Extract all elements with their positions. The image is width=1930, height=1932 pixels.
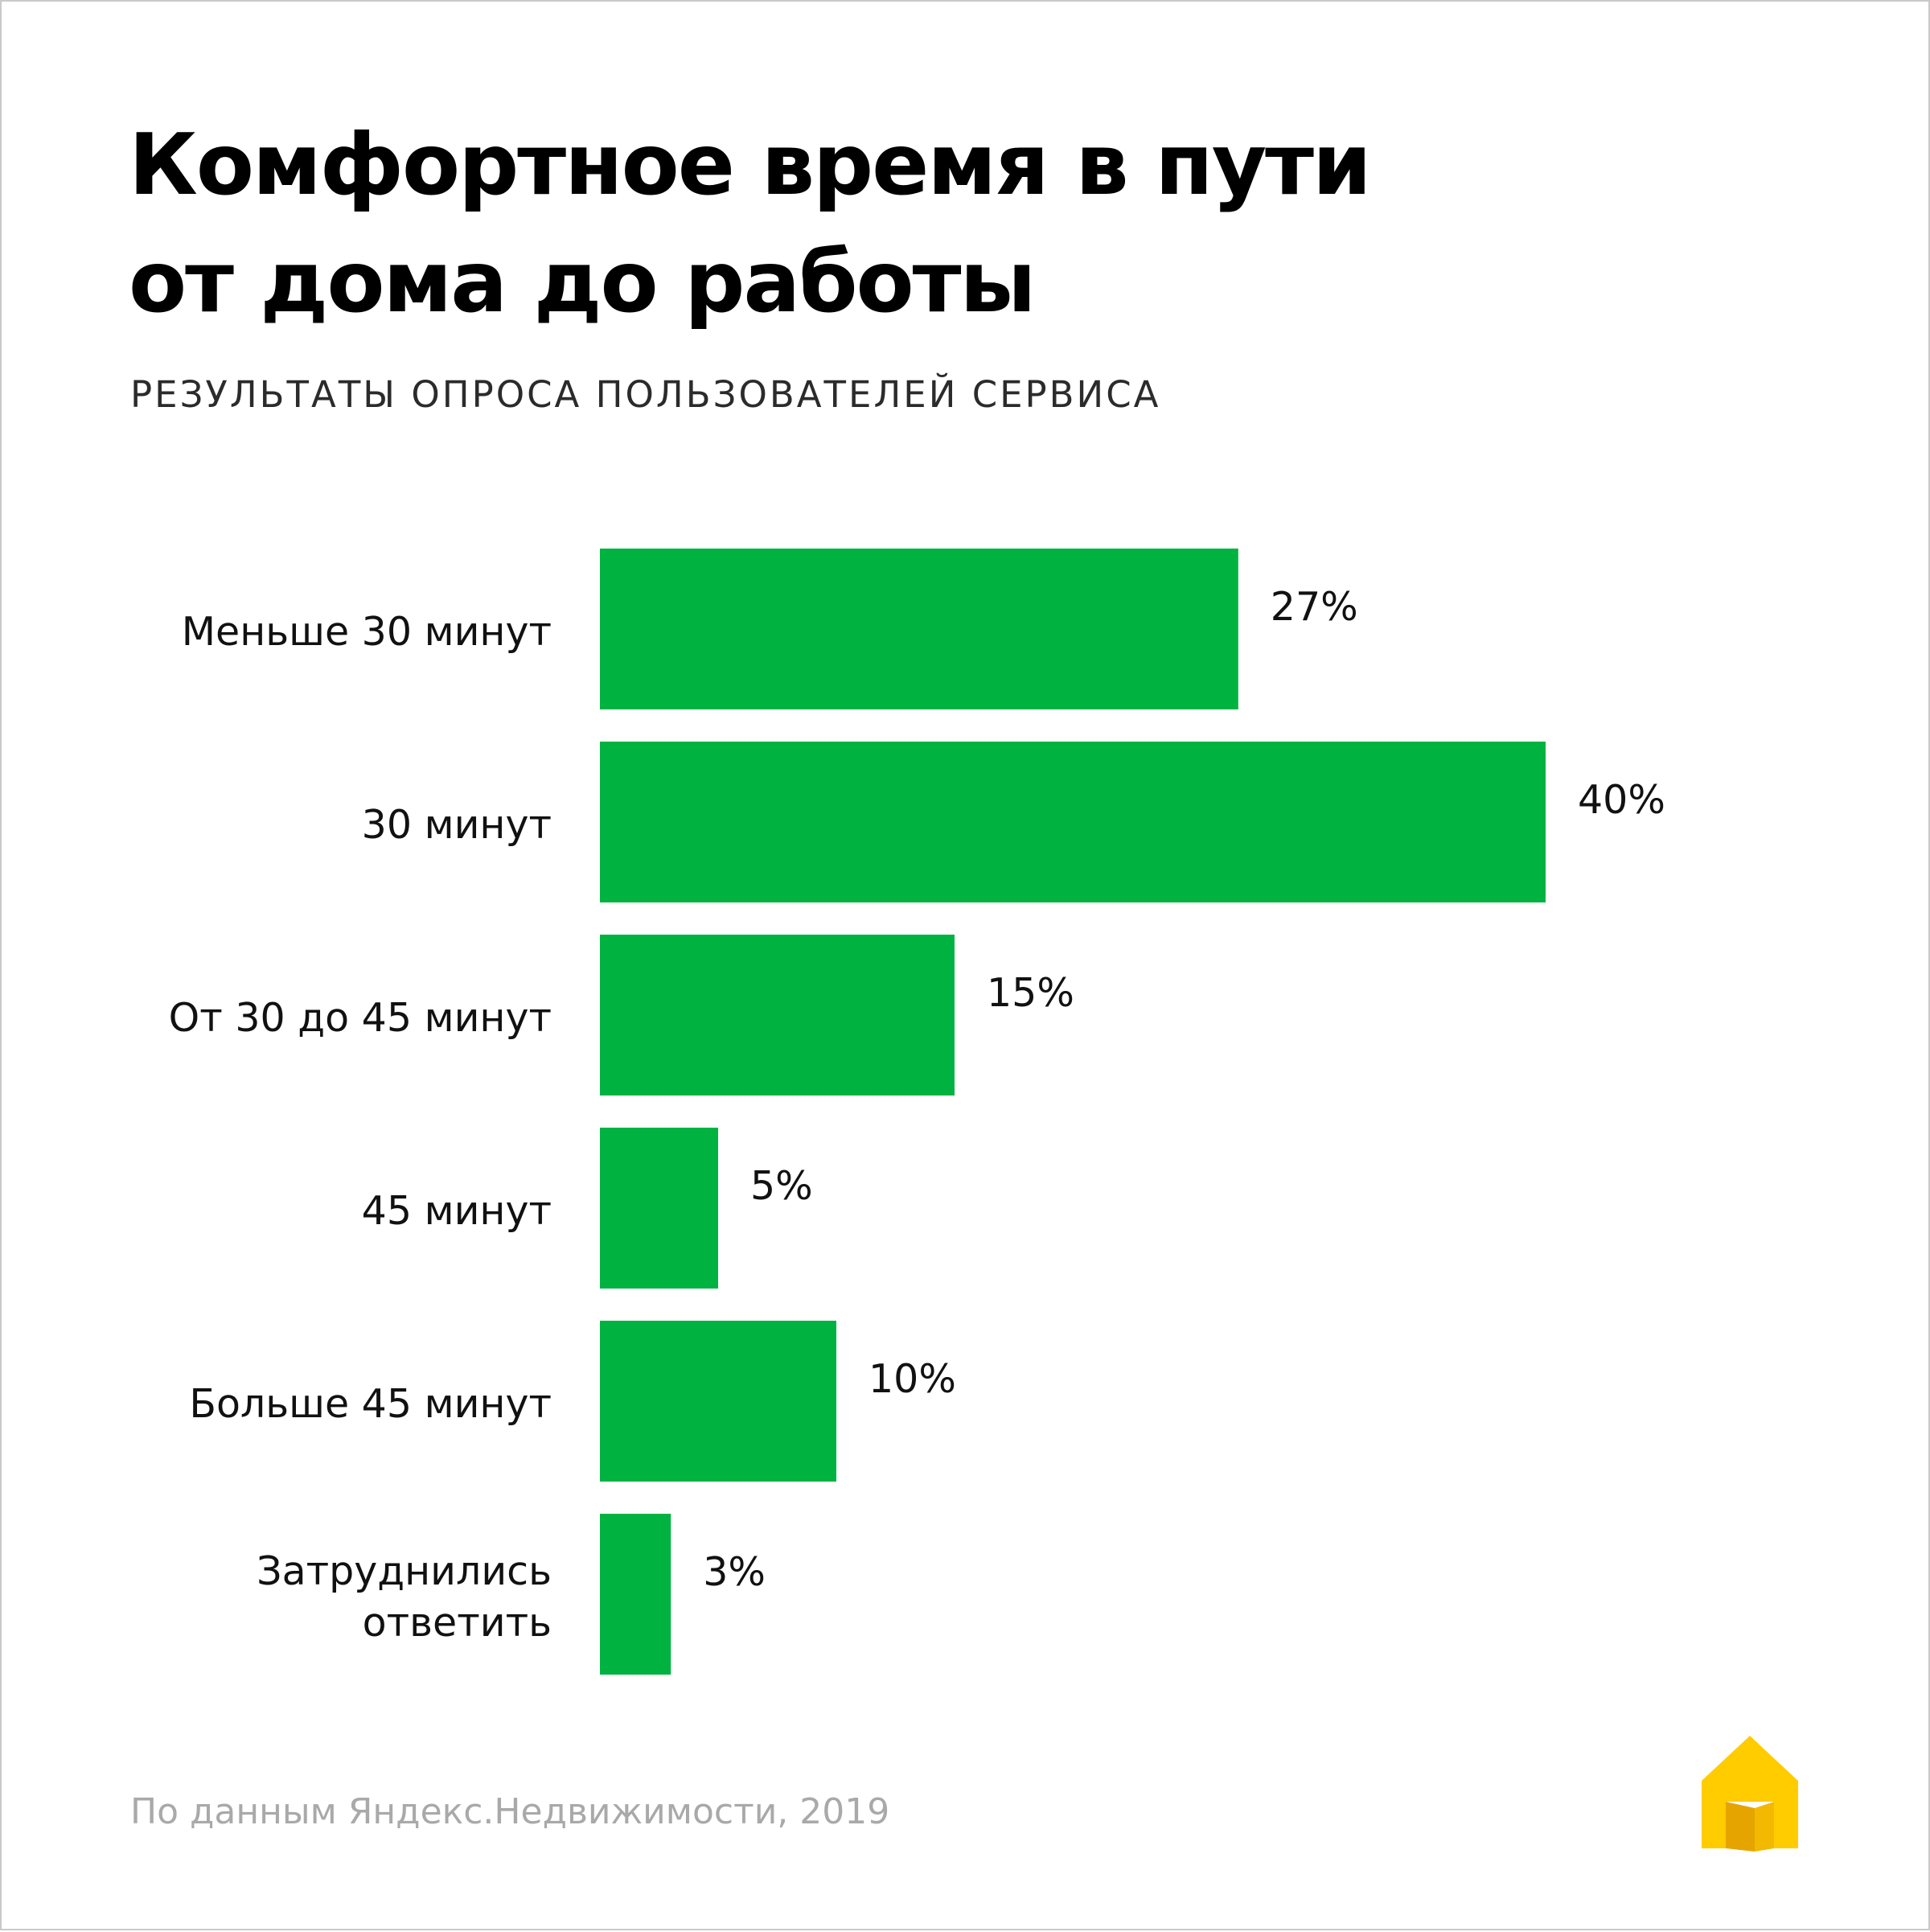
value-label-4: 5% (750, 1163, 813, 1209)
category-label-4: 45 минут (361, 1188, 552, 1234)
bar-1 (600, 549, 1238, 709)
bar-2 (600, 742, 1546, 902)
title-line-1: Комфортное время в пути (129, 116, 1372, 214)
value-label-1: 27% (1270, 584, 1358, 630)
category-label-2: 30 минут (361, 802, 552, 848)
title-line-2: от дома до работы (129, 233, 1036, 331)
value-label-3: 15% (987, 970, 1074, 1016)
value-label-2: 40% (1578, 777, 1665, 823)
bar-6 (600, 1514, 671, 1675)
house-logo-icon (1702, 1736, 1798, 1852)
chart-title: Комфортное время в пути от дома до работ… (129, 106, 1372, 341)
chart-subtitle: РЕЗУЛЬТАТЫ ОПРОСА ПОЛЬЗОВАТЕЛЕЙ СЕРВИСА (130, 373, 1161, 416)
category-label-1: Меньше 30 минут (181, 609, 552, 655)
value-label-6: 3% (703, 1549, 766, 1595)
bar-4 (600, 1128, 718, 1289)
category-label-5: Больше 45 минут (189, 1381, 552, 1427)
bar-5 (600, 1321, 836, 1482)
source-note: По данным Яндекс.Недвижимости, 2019 (130, 1791, 890, 1832)
category-label-6: Затруднились ответить (257, 1548, 552, 1646)
bar-3 (600, 935, 955, 1095)
category-label-3: От 30 до 45 минут (168, 995, 552, 1041)
value-label-5: 10% (868, 1356, 956, 1402)
